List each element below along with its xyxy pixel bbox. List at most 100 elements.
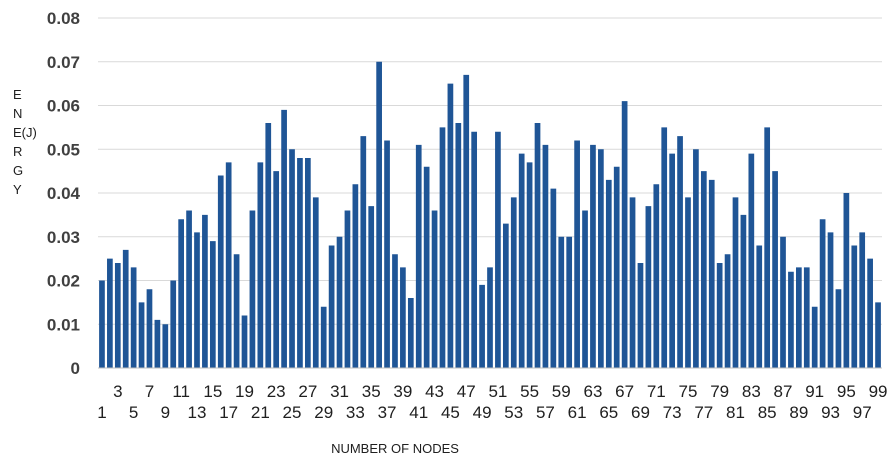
- bar: [463, 74, 470, 368]
- bar: [423, 166, 430, 368]
- bar: [305, 158, 311, 368]
- bar: [297, 158, 303, 368]
- bar: [700, 171, 707, 368]
- bar: [811, 306, 818, 368]
- y-tick-labels: 0 0.01 0.02 0.03 0.04 0.05 0.06 0.07 0.08: [47, 9, 81, 378]
- bar: [249, 210, 256, 368]
- bar: [455, 123, 462, 368]
- bar: [138, 302, 145, 368]
- x-tick-label: 1: [97, 403, 106, 422]
- bar: [780, 236, 786, 368]
- bar: [447, 83, 454, 368]
- y-tick-label: 0.02: [47, 272, 80, 291]
- y-tick-label: 0.01: [47, 315, 80, 334]
- bar: [312, 197, 319, 368]
- y-axis-label-char: E(J): [13, 125, 37, 140]
- bar: [859, 232, 866, 368]
- bar: [487, 267, 493, 368]
- bar: [819, 219, 826, 368]
- x-tick-label: 19: [235, 382, 254, 401]
- bar: [407, 298, 414, 368]
- bar: [661, 127, 668, 368]
- bar: [289, 149, 295, 368]
- y-tick-label: 0.05: [47, 140, 80, 159]
- x-tick-label: 37: [378, 403, 397, 422]
- y-axis-label-char: R: [13, 144, 22, 159]
- bar: [170, 280, 177, 368]
- x-tick-label: 27: [298, 382, 317, 401]
- x-tick-label: 99: [869, 382, 888, 401]
- bar: [376, 61, 382, 368]
- bar: [732, 197, 739, 368]
- x-tick-label: 91: [805, 382, 824, 401]
- bar: [336, 236, 343, 368]
- bar: [574, 140, 580, 368]
- bar: [590, 144, 596, 368]
- bar: [233, 254, 240, 368]
- x-tick-label: 87: [774, 382, 793, 401]
- bar: [265, 123, 272, 368]
- x-tick-label: 51: [488, 382, 507, 401]
- bar: [629, 197, 636, 368]
- bar: [281, 109, 287, 368]
- bar: [534, 123, 541, 368]
- bar: [772, 171, 778, 368]
- bar: [851, 245, 858, 368]
- bar: [542, 144, 549, 368]
- bar: [415, 144, 422, 368]
- bar: [320, 306, 327, 368]
- bar: [685, 197, 691, 368]
- x-tick-label: 71: [647, 382, 666, 401]
- x-tick-label: 83: [742, 382, 761, 401]
- bar: [202, 214, 208, 368]
- x-tick-label: 17: [219, 403, 238, 422]
- bar: [550, 188, 557, 368]
- bar: [328, 245, 335, 368]
- x-tick-labels: 1357911131517192123252729313335373941434…: [97, 382, 887, 422]
- bar: [716, 263, 723, 368]
- x-tick-label: 77: [694, 403, 713, 422]
- bar: [764, 127, 771, 368]
- bar: [693, 149, 699, 368]
- bar: [471, 131, 478, 368]
- bar: [803, 267, 810, 368]
- x-tick-label: 93: [821, 403, 840, 422]
- bar: [740, 214, 747, 368]
- y-tick-label: 0.03: [47, 228, 80, 247]
- bar: [352, 184, 359, 368]
- bar: [384, 140, 390, 368]
- bar: [669, 153, 675, 368]
- bar: [637, 263, 644, 368]
- bar: [756, 245, 763, 368]
- x-tick-label: 15: [203, 382, 222, 401]
- y-tick-label: 0.07: [47, 53, 80, 72]
- y-axis-label-char: E: [13, 87, 22, 102]
- x-tick-label: 65: [599, 403, 618, 422]
- x-tick-label: 9: [161, 403, 170, 422]
- bar: [495, 131, 501, 368]
- x-tick-label: 61: [568, 403, 587, 422]
- x-tick-label: 43: [425, 382, 444, 401]
- bar: [558, 236, 565, 368]
- y-tick-label: 0.06: [47, 97, 80, 116]
- x-tick-label: 21: [251, 403, 270, 422]
- x-tick-label: 11: [172, 382, 190, 401]
- y-tick-label: 0.08: [47, 9, 80, 28]
- bar: [392, 254, 398, 368]
- x-tick-label: 63: [583, 382, 602, 401]
- x-tick-label: 47: [457, 382, 476, 401]
- bar: [598, 149, 604, 368]
- bar: [510, 197, 517, 368]
- bar: [867, 258, 873, 368]
- x-tick-label: 35: [362, 382, 381, 401]
- bar: [122, 249, 129, 368]
- x-tick-label: 81: [726, 403, 745, 422]
- bar: [130, 267, 137, 368]
- y-axis-label-char: G: [13, 163, 23, 178]
- bar: [400, 267, 406, 368]
- x-tick-label: 7: [145, 382, 154, 401]
- bar: [582, 210, 588, 368]
- x-tick-label: 55: [520, 382, 539, 401]
- bar: [479, 284, 485, 368]
- bar: [439, 127, 446, 368]
